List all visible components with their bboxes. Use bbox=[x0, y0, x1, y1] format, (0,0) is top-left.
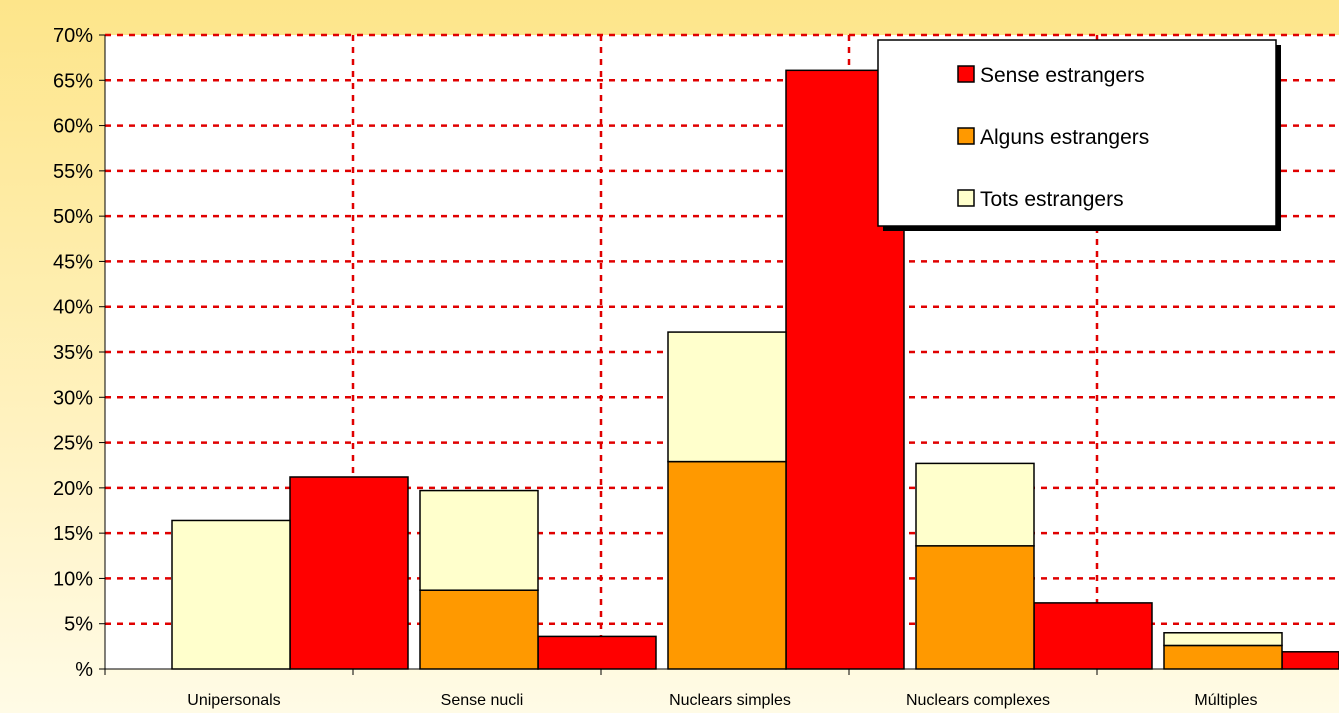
bar-tots-estrangers bbox=[915, 462, 1035, 547]
x-tick-label: Nuclears simples bbox=[669, 692, 791, 709]
axes: % 5% 10% 15% 20% 25% 30% 35% 40% 45% 50% 55% 60% 65% 7… bbox=[53, 25, 1339, 709]
legend-label: Sense estrangers bbox=[980, 64, 1145, 87]
bar-alguns-estrangers bbox=[1163, 644, 1283, 670]
bar-tots-estrangers bbox=[171, 519, 291, 670]
legend: Sense estrangers Alguns estrangers Tots es… bbox=[877, 39, 1281, 231]
bar-sense-estrangers bbox=[1281, 651, 1339, 670]
y-tick-label: 50% bbox=[53, 206, 93, 228]
y-tick-label: 5% bbox=[64, 614, 93, 636]
bar-alguns-estrangers bbox=[915, 545, 1035, 670]
legend-swatch bbox=[957, 65, 975, 83]
y-tick-label: % bbox=[75, 659, 93, 681]
legend-swatch bbox=[957, 127, 975, 145]
y-tick-label: 35% bbox=[53, 342, 93, 364]
bar-alguns-estrangers bbox=[667, 460, 787, 670]
y-tick-label: 55% bbox=[53, 161, 93, 183]
x-tick-label: Unipersonals bbox=[187, 692, 280, 709]
y-tick-label: 15% bbox=[53, 523, 93, 545]
x-tick-label: Múltiples bbox=[1194, 692, 1257, 709]
x-tick-label: Sense nucli bbox=[441, 692, 524, 709]
y-tick-label: 60% bbox=[53, 116, 93, 138]
bar-alguns-estrangers bbox=[419, 589, 539, 670]
y-tick-label: 10% bbox=[53, 568, 93, 590]
bar-tots-estrangers bbox=[667, 331, 787, 463]
bar-tots-estrangers bbox=[1163, 632, 1283, 647]
y-tick-label: 30% bbox=[53, 387, 93, 409]
legend-label: Alguns estrangers bbox=[980, 126, 1149, 149]
y-tick-label: 45% bbox=[53, 251, 93, 273]
bar-sense-estrangers bbox=[289, 476, 409, 670]
y-tick-label: 65% bbox=[53, 70, 93, 92]
bar-sense-estrangers bbox=[1033, 602, 1153, 670]
y-tick-label: 25% bbox=[53, 433, 93, 455]
legend-label: Tots estrangers bbox=[980, 188, 1124, 211]
bar-tots-estrangers bbox=[419, 489, 539, 591]
x-tick-label: Nuclears complexes bbox=[906, 692, 1050, 709]
legend-box bbox=[877, 39, 1277, 227]
y-tick-label: 20% bbox=[53, 478, 93, 500]
legend-swatch bbox=[957, 189, 975, 207]
y-tick-label: 40% bbox=[53, 297, 93, 319]
bar-sense-estrangers bbox=[537, 635, 657, 670]
y-tick-label: 70% bbox=[53, 25, 93, 47]
